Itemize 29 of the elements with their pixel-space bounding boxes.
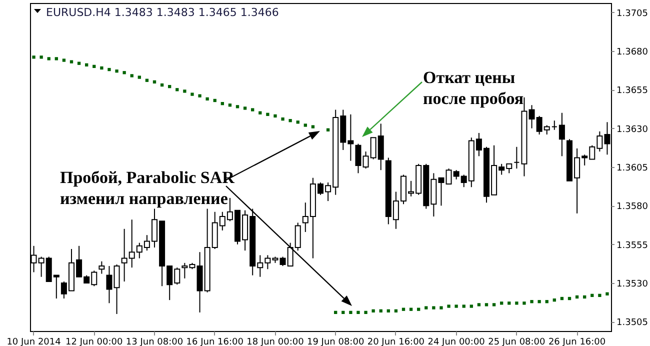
candlestick (114, 264, 120, 314)
y-tick-label: 1.3605 (616, 164, 648, 174)
x-tick-label: 10 Jun 2014 (6, 338, 62, 346)
y-tick-label: 1.3555 (616, 240, 648, 251)
candlestick (551, 120, 558, 130)
candlestick (355, 143, 362, 174)
candlestick (514, 146, 520, 170)
x-tick-label: 12 Jun 00:00 (66, 338, 123, 346)
candlestick (106, 266, 112, 304)
x-tick-label: 18 Jun 00:00 (246, 338, 304, 346)
y-tick-label: 1.3655 (616, 86, 648, 96)
x-tick-label: 20 Jun 16:00 (367, 338, 425, 346)
annotation: Пробой, Parabolic SAR изменил направление (60, 168, 236, 208)
y-tick-label: 1.3705 (616, 8, 648, 19)
x-tick-label: 19 Jun 08:00 (306, 338, 364, 346)
x-tick-label: 25 Jun 08:00 (488, 338, 546, 346)
y-tick-label: 1.3580 (616, 202, 648, 212)
y-tick-label: 1.3630 (616, 124, 648, 135)
chart-title: EURUSD.H4 1.3483 1.3483 1.3465 1.3466 (46, 6, 279, 19)
x-tick-label: 24 Jun 00:00 (428, 338, 486, 346)
annotation: Откат цены после пробоя (423, 68, 524, 108)
candlestick (558, 112, 565, 157)
candlestick (98, 260, 105, 274)
y-tick-label: 1.3530 (616, 280, 648, 290)
x-tick-label: 16 Jun 16:00 (186, 338, 244, 346)
x-tick-label: 13 Jun 08:00 (126, 338, 184, 346)
y-tick-label: 1.3505 (616, 318, 648, 328)
y-tick-label: 1.3680 (616, 47, 648, 58)
x-tick-label: 26 Jun 16:00 (548, 338, 606, 346)
